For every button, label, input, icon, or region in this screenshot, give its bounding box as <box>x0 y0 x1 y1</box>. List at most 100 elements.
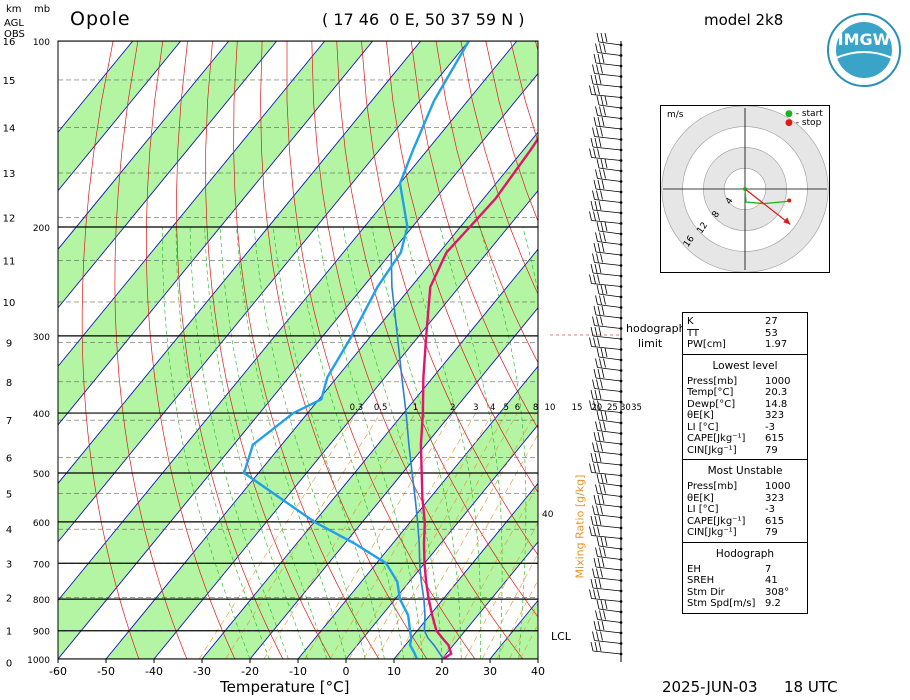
wind-barb-staff <box>592 587 622 592</box>
wind-barb-feather <box>603 484 606 494</box>
wind-barb-staff <box>594 199 622 203</box>
lowest-value: 20.3 <box>765 387 788 398</box>
wind-barb-staff <box>592 335 622 340</box>
km-tick-label: 16 <box>3 37 16 48</box>
wind-barb-feather <box>592 190 595 200</box>
wind-barb-feather <box>604 410 608 421</box>
isotherm-line <box>58 41 230 250</box>
wind-barb-staff <box>594 73 622 77</box>
unstable-row: Press[mb] 1000 <box>687 481 803 493</box>
index-value: 1.97 <box>765 339 788 350</box>
km-tick-label: 3 <box>6 560 12 571</box>
wind-barb-feather <box>595 169 598 179</box>
wind-barb-staff <box>595 629 622 634</box>
unstable-key: CIN[Jkg⁻¹] <box>687 527 737 538</box>
wind-barb-feather <box>593 494 597 505</box>
km-tick-label: 14 <box>3 123 16 134</box>
moist-adiabat-line <box>479 226 527 659</box>
wind-barb-feather <box>595 232 598 242</box>
wind-barb-staff <box>595 314 622 319</box>
wind-barb-staff <box>594 388 622 392</box>
km-unit-label: km <box>6 4 22 15</box>
wind-barb-feather <box>598 641 602 652</box>
temperature-tick-label: 20 <box>435 665 449 678</box>
wind-barb-staff <box>597 493 622 497</box>
wind-barb-feather <box>592 379 595 389</box>
legend-stop: ● - stop <box>785 118 822 128</box>
wind-barb-staff <box>597 430 622 434</box>
indices-section: K 27 TT 53 PW[cm] 1.97 <box>683 313 807 355</box>
wind-barb-feather <box>598 452 602 463</box>
lowest-value: 79 <box>765 444 778 456</box>
wind-barb-feather <box>593 116 597 127</box>
wind-barb-feather <box>604 347 608 358</box>
x-axis-label: Temperature [°C] <box>220 678 350 696</box>
lowest-key: Temp[°C] <box>687 387 734 398</box>
mixing-ratio-label: 2 <box>450 403 455 413</box>
wind-barb-staff <box>595 62 622 67</box>
km-tick-label: 11 <box>3 256 16 267</box>
pressure-tick-label: 600 <box>33 519 50 529</box>
wind-barb-feather <box>600 410 604 421</box>
pressure-tick-label: 300 <box>33 333 50 343</box>
wind-barb-staff <box>597 241 622 245</box>
wind-barb-feather <box>596 599 600 610</box>
wind-barb-feather <box>604 284 608 295</box>
lowest-value: 615 <box>765 433 785 444</box>
dry-adiabat-line <box>114 41 188 659</box>
dry-adiabat-line <box>386 41 538 493</box>
wind-barb-feather <box>603 106 606 116</box>
isotherm-line <box>297 365 538 659</box>
wind-barb-feather <box>593 557 597 568</box>
mixing-ratio-label: 1 <box>413 403 418 413</box>
wind-barb-feather <box>594 74 598 85</box>
wind-barb-staff <box>595 377 622 382</box>
pressure-tick-label: 200 <box>33 224 50 234</box>
mb-unit-label: mb <box>34 4 51 15</box>
wind-barb-staff <box>591 157 622 161</box>
moist-adiabat-line <box>403 226 481 659</box>
mixing-ratio-label: 10 <box>545 403 556 413</box>
dry-adiabat-line <box>176 41 284 659</box>
hodo-key: SREH <box>687 575 715 586</box>
wind-barb-staff <box>594 262 622 266</box>
wind-barb-staff <box>597 115 622 119</box>
most-unstable-section: Most Unstable Press[mb] 1000 θE[K] 323 LI [°… <box>683 460 807 543</box>
wind-barb-feather <box>599 106 602 116</box>
wind-barb-staff <box>592 146 622 151</box>
wind-barb-feather <box>597 494 601 505</box>
wind-barb-feather <box>593 305 597 316</box>
km-tick-label: 7 <box>6 416 12 427</box>
wind-barb-staff <box>594 577 622 581</box>
temperature-tick-label: -60 <box>49 665 67 678</box>
wind-barb-feather <box>600 442 603 452</box>
wind-barb-feather <box>590 389 594 400</box>
wind-barb-staff <box>598 104 622 109</box>
wind-barb-feather <box>597 242 601 253</box>
isotherm-line <box>58 41 326 368</box>
lowest-level-title: Lowest level <box>712 359 778 372</box>
temperature-tick-label: 10 <box>387 665 401 678</box>
wind-barb-feather <box>603 43 606 53</box>
wind-barb-feather <box>599 547 602 557</box>
wind-barb-feather <box>590 515 594 526</box>
wind-barb-feather <box>590 137 594 148</box>
pressure-tick-label: 700 <box>33 560 50 570</box>
isotherm-line <box>249 307 538 659</box>
wind-barb-feather <box>594 263 598 274</box>
wind-barb-feather <box>601 494 605 505</box>
most-unstable-title: Most Unstable <box>707 465 783 477</box>
wind-barb-feather <box>604 221 608 232</box>
km-tick-label: 8 <box>6 378 12 389</box>
hodo-value: 7 <box>765 563 772 575</box>
wind-barb-staff <box>591 346 622 350</box>
moist-adiabat-line <box>219 226 328 659</box>
wind-barb-feather <box>593 400 596 410</box>
wind-barb-feather <box>597 53 601 64</box>
wind-barb-feather <box>589 85 592 95</box>
wind-barb-staff <box>598 230 622 235</box>
hodograph-limit-label-2: limit <box>638 337 663 350</box>
wind-barb-staff <box>598 293 622 298</box>
unstable-key: θE[K] <box>687 492 714 504</box>
wind-barb-feather <box>601 53 605 64</box>
